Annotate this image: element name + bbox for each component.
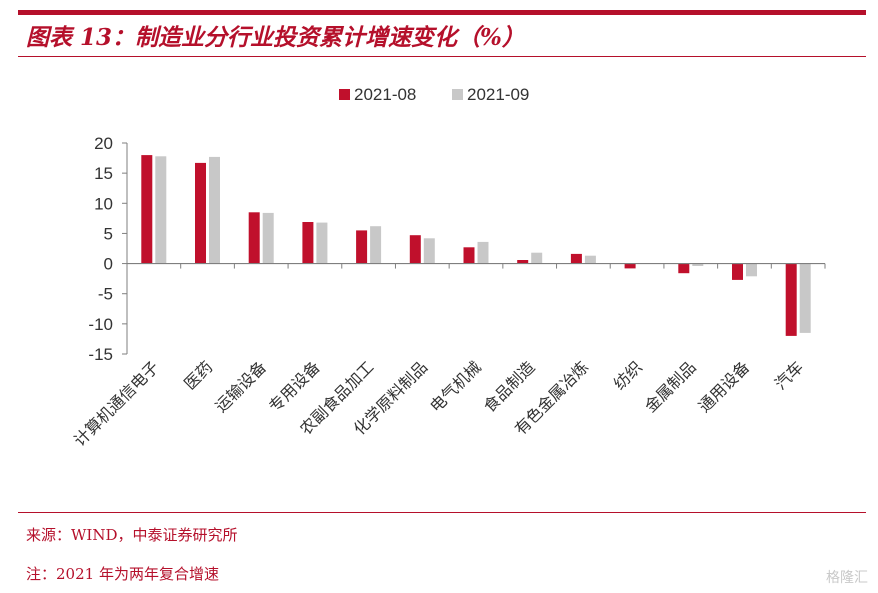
y-tick-label: 15 — [94, 164, 113, 183]
y-tick-label: 10 — [94, 194, 113, 213]
y-tick-label: 20 — [94, 134, 113, 153]
x-axis: 计算机通信电子 医药运输设备专用设备农副食品加工化学原料制品电气机械食品制造有色金… — [70, 262, 826, 450]
bar-2021-09 — [209, 156, 220, 264]
bar-2021-08 — [302, 222, 314, 264]
bar-2021-09 — [423, 238, 435, 264]
x-tick-label: 电气机械 — [426, 357, 485, 416]
source-note: 来源：WIND，中泰证券研究所 — [26, 526, 238, 544]
x-tick-label: 运输设备 — [211, 357, 270, 416]
legend-swatch — [339, 89, 350, 100]
bar-2021-08 — [785, 263, 797, 336]
bar-2021-08 — [409, 235, 421, 264]
watermark: 格隆汇 — [826, 570, 868, 586]
bar-2021-08 — [732, 263, 743, 280]
bar-2021-09 — [584, 255, 596, 264]
title-divider — [18, 56, 866, 57]
bar-2021-09 — [692, 263, 704, 266]
y-tick-label: 5 — [104, 224, 113, 243]
x-tick-label: 纺织 — [610, 357, 646, 393]
x-tick-label: 计算机通信电子 — [70, 357, 163, 450]
x-tick-label: 金属制品 — [641, 357, 700, 416]
bar-2021-09 — [477, 241, 489, 264]
bar-2021-08 — [570, 253, 582, 264]
bar-2021-09 — [316, 222, 328, 264]
footer-divider — [18, 512, 866, 513]
y-axis: 20 15 10 5 0 -5 -10 -15 — [88, 134, 128, 364]
legend-swatch — [452, 89, 463, 100]
bar-2021-08 — [356, 230, 368, 264]
x-tick-label: 汽车 — [771, 357, 807, 393]
bar-2021-09 — [155, 156, 167, 264]
legend-label: 2021-09 — [467, 85, 529, 104]
y-tick-label: 0 — [104, 255, 113, 274]
footnote: 注：2021 年为两年复合增速 — [26, 565, 219, 583]
bar-series — [141, 155, 811, 336]
bar-2021-09 — [370, 226, 382, 264]
bar-2021-09 — [746, 263, 757, 277]
legend-label: 2021-08 — [354, 85, 416, 104]
bar-2021-08 — [463, 247, 475, 264]
bar-2021-08 — [678, 263, 690, 274]
y-tick-label: -15 — [88, 345, 113, 364]
x-tick-label: 通用设备 — [695, 357, 754, 416]
bar-2021-09 — [799, 263, 811, 333]
bar-2021-08 — [624, 263, 636, 269]
y-tick-label: -10 — [88, 315, 113, 334]
figure-title: 图表 13：制造业分行业投资累计增速变化（%） — [26, 24, 525, 51]
bar-2021-08 — [248, 212, 260, 264]
bar-2021-09 — [531, 252, 543, 264]
bar-2021-08 — [141, 155, 153, 264]
bar-2021-08 — [195, 162, 206, 264]
bar-chart: 2021-08 2021-09 20 15 10 5 0 -5 -10 -15 计算机通信电子医… — [70, 85, 826, 450]
bar-2021-08 — [517, 260, 529, 264]
top-accent-bar — [18, 10, 866, 15]
y-tick-label: -5 — [98, 285, 113, 304]
bar-2021-09 — [262, 212, 274, 264]
x-tick-label: 医药 — [180, 357, 216, 393]
chart-legend: 2021-08 2021-09 — [339, 85, 529, 104]
